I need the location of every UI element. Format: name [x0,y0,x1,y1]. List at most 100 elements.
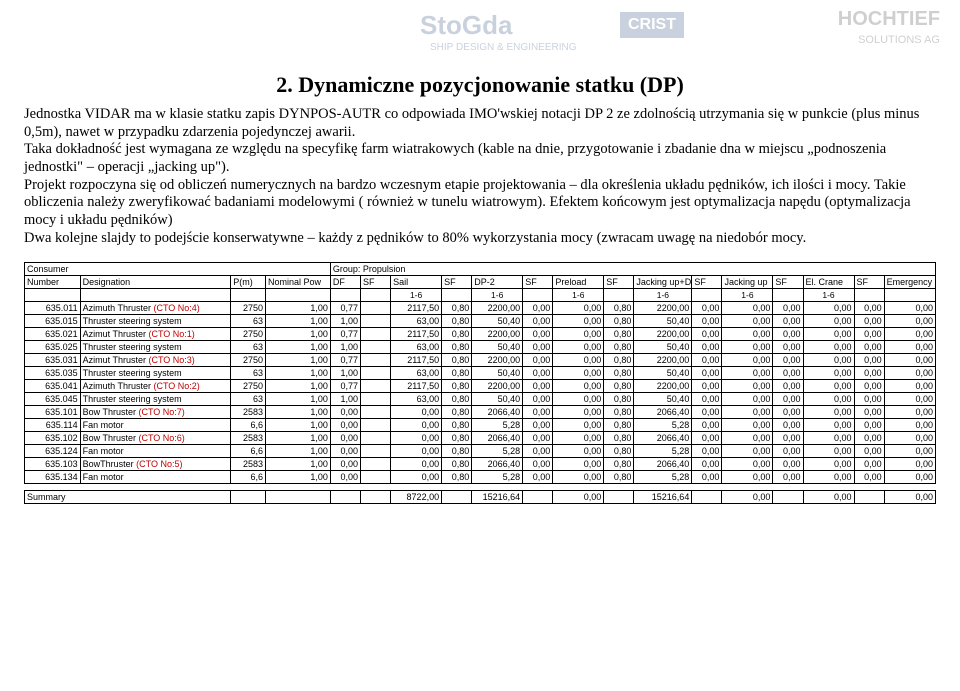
cell-jacking-up: 0,00 [722,392,773,405]
cell-jacking-up: 0,00 [722,301,773,314]
cell-sf [361,431,391,444]
cell-emergency: 0,00 [884,418,935,431]
cell-sail: 63,00 [391,392,442,405]
cell-emergency: 0,00 [884,301,935,314]
cell-pm: 2750 [231,301,266,314]
table-sub-header: 1-6 1-6 1-6 1-6 1-6 1-6 [25,288,936,301]
cell-number: 635.124 [25,444,81,457]
cell-sf: 0,00 [854,327,884,340]
cell-el-crane: 0,00 [803,379,854,392]
cell-np: 1,00 [265,405,330,418]
cell-sf: 0,00 [692,405,722,418]
table-row: 635.011Azimuth Thruster (CTO No:4)27501,… [25,301,936,314]
cell-sf: 0,00 [692,366,722,379]
cell-emergency: 0,00 [884,444,935,457]
cell-sf: 0,00 [773,457,803,470]
cell-df: 0,00 [330,444,360,457]
summary-dp2: 15216,64 [472,490,523,503]
cell-sail: 2117,50 [391,327,442,340]
cell-number: 635.102 [25,431,81,444]
cell-sf: 0,00 [692,470,722,483]
cell-np: 1,00 [265,353,330,366]
col-sf: SF [773,275,803,288]
cell-sf: 0,00 [773,418,803,431]
cell-np: 1,00 [265,301,330,314]
cell-sf: 0,00 [773,379,803,392]
cell-sf: 0,00 [523,340,553,353]
cell-jacking-up: 0,00 [722,418,773,431]
sub-1-6: 1-6 [391,288,442,301]
cell-jacking-dp2: 50,40 [634,392,692,405]
cell-jacking-dp2: 2200,00 [634,379,692,392]
cell-sf: 0,00 [692,444,722,457]
cell-jacking-up: 0,00 [722,431,773,444]
cell-sf: 0,00 [773,405,803,418]
cell-np: 1,00 [265,392,330,405]
cell-designation: Bow Thruster (CTO No:7) [80,405,231,418]
cell-number: 635.031 [25,353,81,366]
col-sf: SF [604,275,634,288]
cell-np: 1,00 [265,444,330,457]
col-sf: SF [523,275,553,288]
col-sf: SF [854,275,884,288]
cell-dp2: 5,28 [472,444,523,457]
cell-pm: 63 [231,392,266,405]
cell-pm: 2583 [231,457,266,470]
cell-preload: 0,00 [553,366,604,379]
cell-pm: 2750 [231,327,266,340]
cell-sf: 0,80 [604,366,634,379]
cell-preload: 0,00 [553,457,604,470]
cell-np: 1,00 [265,366,330,379]
cell-sf: 0,80 [604,444,634,457]
cell-pm: 6,6 [231,418,266,431]
cell-sf [361,353,391,366]
cell-pm: 6,6 [231,444,266,457]
cell-dp2: 2200,00 [472,379,523,392]
cell-sf: 0,00 [854,392,884,405]
cell-sf: 0,00 [773,314,803,327]
cell-dp2: 2200,00 [472,301,523,314]
cell-sf: 0,00 [523,418,553,431]
cell-sf [361,405,391,418]
cell-preload: 0,00 [553,418,604,431]
col-dp2: DP-2 [472,275,523,288]
cell-jacking-dp2: 2200,00 [634,353,692,366]
cell-emergency: 0,00 [884,470,935,483]
paragraph: Projekt rozpoczyna się od obliczeń numer… [24,177,911,228]
table-top-header: Consumer Group: Propulsion [25,262,936,275]
summary-jacking-dp2: 15216,64 [634,490,692,503]
cell-sf: 0,00 [523,353,553,366]
cell-jacking-up: 0,00 [722,366,773,379]
cell-sf: 0,00 [854,340,884,353]
cell-jacking-up: 0,00 [722,314,773,327]
cell-designation: Fan motor [80,418,231,431]
cell-jacking-up: 0,00 [722,470,773,483]
cell-dp2: 2066,40 [472,457,523,470]
cell-designation: Azimuth Thruster (CTO No:2) [80,379,231,392]
cell-number: 635.114 [25,418,81,431]
col-el-crane: El. Crane [803,275,854,288]
cell-sf: 0,80 [604,379,634,392]
cell-sf: 0,00 [692,418,722,431]
sub-1-6: 1-6 [803,288,854,301]
cell-df: 0,77 [330,327,360,340]
cell-sf: 0,00 [523,327,553,340]
cell-jacking-dp2: 5,28 [634,470,692,483]
cell-sf: 0,00 [854,301,884,314]
cell-dp2: 2066,40 [472,405,523,418]
summary-row: Summary 8722,00 15216,64 0,00 15216,64 0… [25,490,936,503]
cell-jacking-up: 0,00 [722,444,773,457]
cell-el-crane: 0,00 [803,340,854,353]
cell-designation: Azimut Thruster (CTO No:1) [80,327,231,340]
cell-sf: 0,00 [692,431,722,444]
cell-preload: 0,00 [553,444,604,457]
cell-el-crane: 0,00 [803,431,854,444]
sub-1-6: 1-6 [472,288,523,301]
cell-preload: 0,00 [553,470,604,483]
cell-jacking-dp2: 50,40 [634,314,692,327]
cell-dp2: 50,40 [472,366,523,379]
cell-designation: Thruster steering system [80,392,231,405]
table-row: 635.124Fan motor6,61,000,000,000,805,280… [25,444,936,457]
cell-preload: 0,00 [553,379,604,392]
cell-sail: 0,00 [391,418,442,431]
